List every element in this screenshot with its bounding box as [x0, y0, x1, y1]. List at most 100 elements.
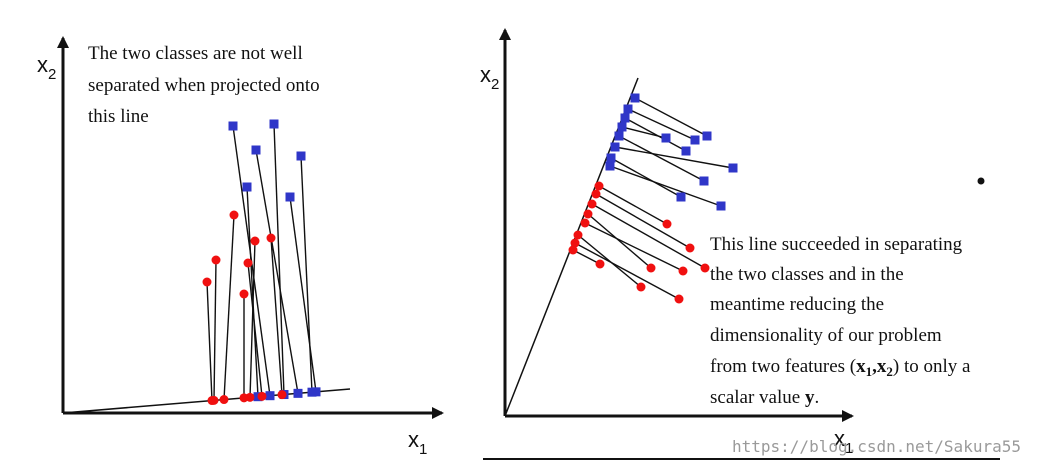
- right-square-projected: [610, 142, 620, 152]
- right-circle-projection: [598, 185, 668, 225]
- right-circle-projected: [591, 189, 601, 199]
- left-caption-line-2: separated when projected onto: [88, 75, 320, 96]
- right-circle-projection: [587, 213, 652, 269]
- left-circle-projection: [270, 237, 283, 395]
- left-square-projection: [255, 149, 299, 394]
- right-circle-projection: [572, 249, 601, 265]
- right-data-marks: [568, 93, 738, 304]
- watermark: https://blog.csdn.net/Sakura55: [732, 437, 1021, 456]
- right-square-point: [702, 131, 712, 141]
- right-square-projected: [617, 122, 627, 132]
- left-projection-line: [62, 388, 351, 414]
- right-x-axis-label: x1: [834, 426, 853, 457]
- right-square-projected: [605, 161, 615, 171]
- right-circle-point: [685, 243, 695, 253]
- right-circle-point: [700, 263, 710, 273]
- right-square-point: [699, 176, 709, 186]
- right-square-projected: [630, 93, 640, 103]
- left-square-point: [269, 119, 279, 129]
- right-circle-projection: [584, 222, 684, 272]
- right-square-projection: [621, 126, 667, 139]
- left-circle-projected: [239, 393, 249, 403]
- right-square-projection: [609, 165, 722, 207]
- left-circle-point: [229, 210, 239, 220]
- left-circle-projection: [206, 281, 213, 401]
- left-square-projection: [300, 155, 313, 393]
- left-caption-line-3: this line: [88, 106, 149, 127]
- left-circle-projection: [223, 214, 235, 400]
- right-circle-projected: [568, 245, 578, 255]
- right-circle-point: [595, 259, 605, 269]
- right-square-point: [690, 135, 700, 145]
- right-square-projected: [620, 113, 630, 123]
- left-y-axis-label: x2: [37, 52, 56, 83]
- left-square-point: [296, 151, 306, 161]
- right-circle-projected: [583, 209, 593, 219]
- right-panel: x2 x1 This line succeeded in separating …: [480, 28, 1000, 460]
- left-square-point: [242, 182, 252, 192]
- left-square-projected: [265, 391, 275, 401]
- right-square-projection: [610, 157, 682, 198]
- left-circle-projection: [249, 240, 256, 398]
- right-square-projection: [624, 117, 687, 152]
- left-square-projected: [311, 387, 321, 397]
- right-square-point: [681, 146, 691, 156]
- right-circle-point: [678, 266, 688, 276]
- right-circle-projected: [573, 230, 583, 240]
- left-square-projection: [246, 186, 259, 397]
- right-square-point: [728, 163, 738, 173]
- right-square-projection: [614, 146, 734, 169]
- right-square-projection: [627, 108, 696, 141]
- right-circle-projection: [574, 242, 680, 300]
- left-square-point: [228, 121, 238, 131]
- right-caption-line-6: scalar value y.: [710, 387, 819, 408]
- right-circle-projected: [594, 181, 604, 191]
- left-square-point: [285, 192, 295, 202]
- left-square-projection: [289, 196, 317, 392]
- left-circle-point: [250, 236, 260, 246]
- right-caption-line-4: dimensionality of our problem: [710, 325, 942, 346]
- left-circle-projection: [247, 262, 263, 397]
- right-circle-projected: [580, 218, 590, 228]
- right-circle-projection: [595, 193, 691, 249]
- right-circle-projected: [587, 199, 597, 209]
- right-circle-point: [674, 294, 684, 304]
- left-circle-projected: [219, 395, 229, 405]
- left-x-axis-label: x1: [408, 427, 427, 458]
- left-square-projection: [273, 123, 285, 395]
- right-circle-point: [646, 263, 656, 273]
- right-caption-line-3: meantime reducing the: [710, 294, 884, 315]
- left-circle-point: [211, 255, 221, 265]
- stray-dot: [977, 177, 985, 185]
- right-square-projected: [614, 131, 624, 141]
- left-circle-point: [266, 233, 276, 243]
- left-caption-line-1: The two classes are not well: [88, 43, 303, 64]
- left-circle-point: [239, 289, 249, 299]
- left-square-point: [251, 145, 261, 155]
- right-circle-point: [636, 282, 646, 292]
- right-square-projection: [618, 135, 705, 182]
- right-square-projected: [606, 153, 616, 163]
- left-circle-projected: [207, 396, 217, 406]
- right-caption-line-5: from two features (x1,x2) to only a: [710, 356, 971, 379]
- left-circle-projected: [257, 391, 267, 401]
- left-circle-point: [202, 277, 212, 287]
- left-square-projected: [293, 388, 303, 398]
- right-circle-projection: [591, 203, 706, 269]
- right-caption-line-1: This line succeeded in separating: [710, 234, 963, 255]
- left-data-marks: [202, 119, 321, 406]
- right-square-point: [676, 192, 686, 202]
- right-circle-point: [662, 219, 672, 229]
- right-square-point: [716, 201, 726, 211]
- left-panel: x2 x1 The two classes are not well separ…: [37, 36, 444, 458]
- right-square-projected: [623, 104, 633, 114]
- right-y-axis-label: x2: [480, 62, 499, 93]
- left-circle-projection: [213, 259, 217, 401]
- right-caption-line-2: the two classes and in the: [710, 264, 904, 285]
- right-circle-projected: [570, 238, 580, 248]
- left-circle-point: [243, 258, 253, 268]
- right-square-projection: [634, 97, 708, 137]
- left-circle-projected: [277, 390, 287, 400]
